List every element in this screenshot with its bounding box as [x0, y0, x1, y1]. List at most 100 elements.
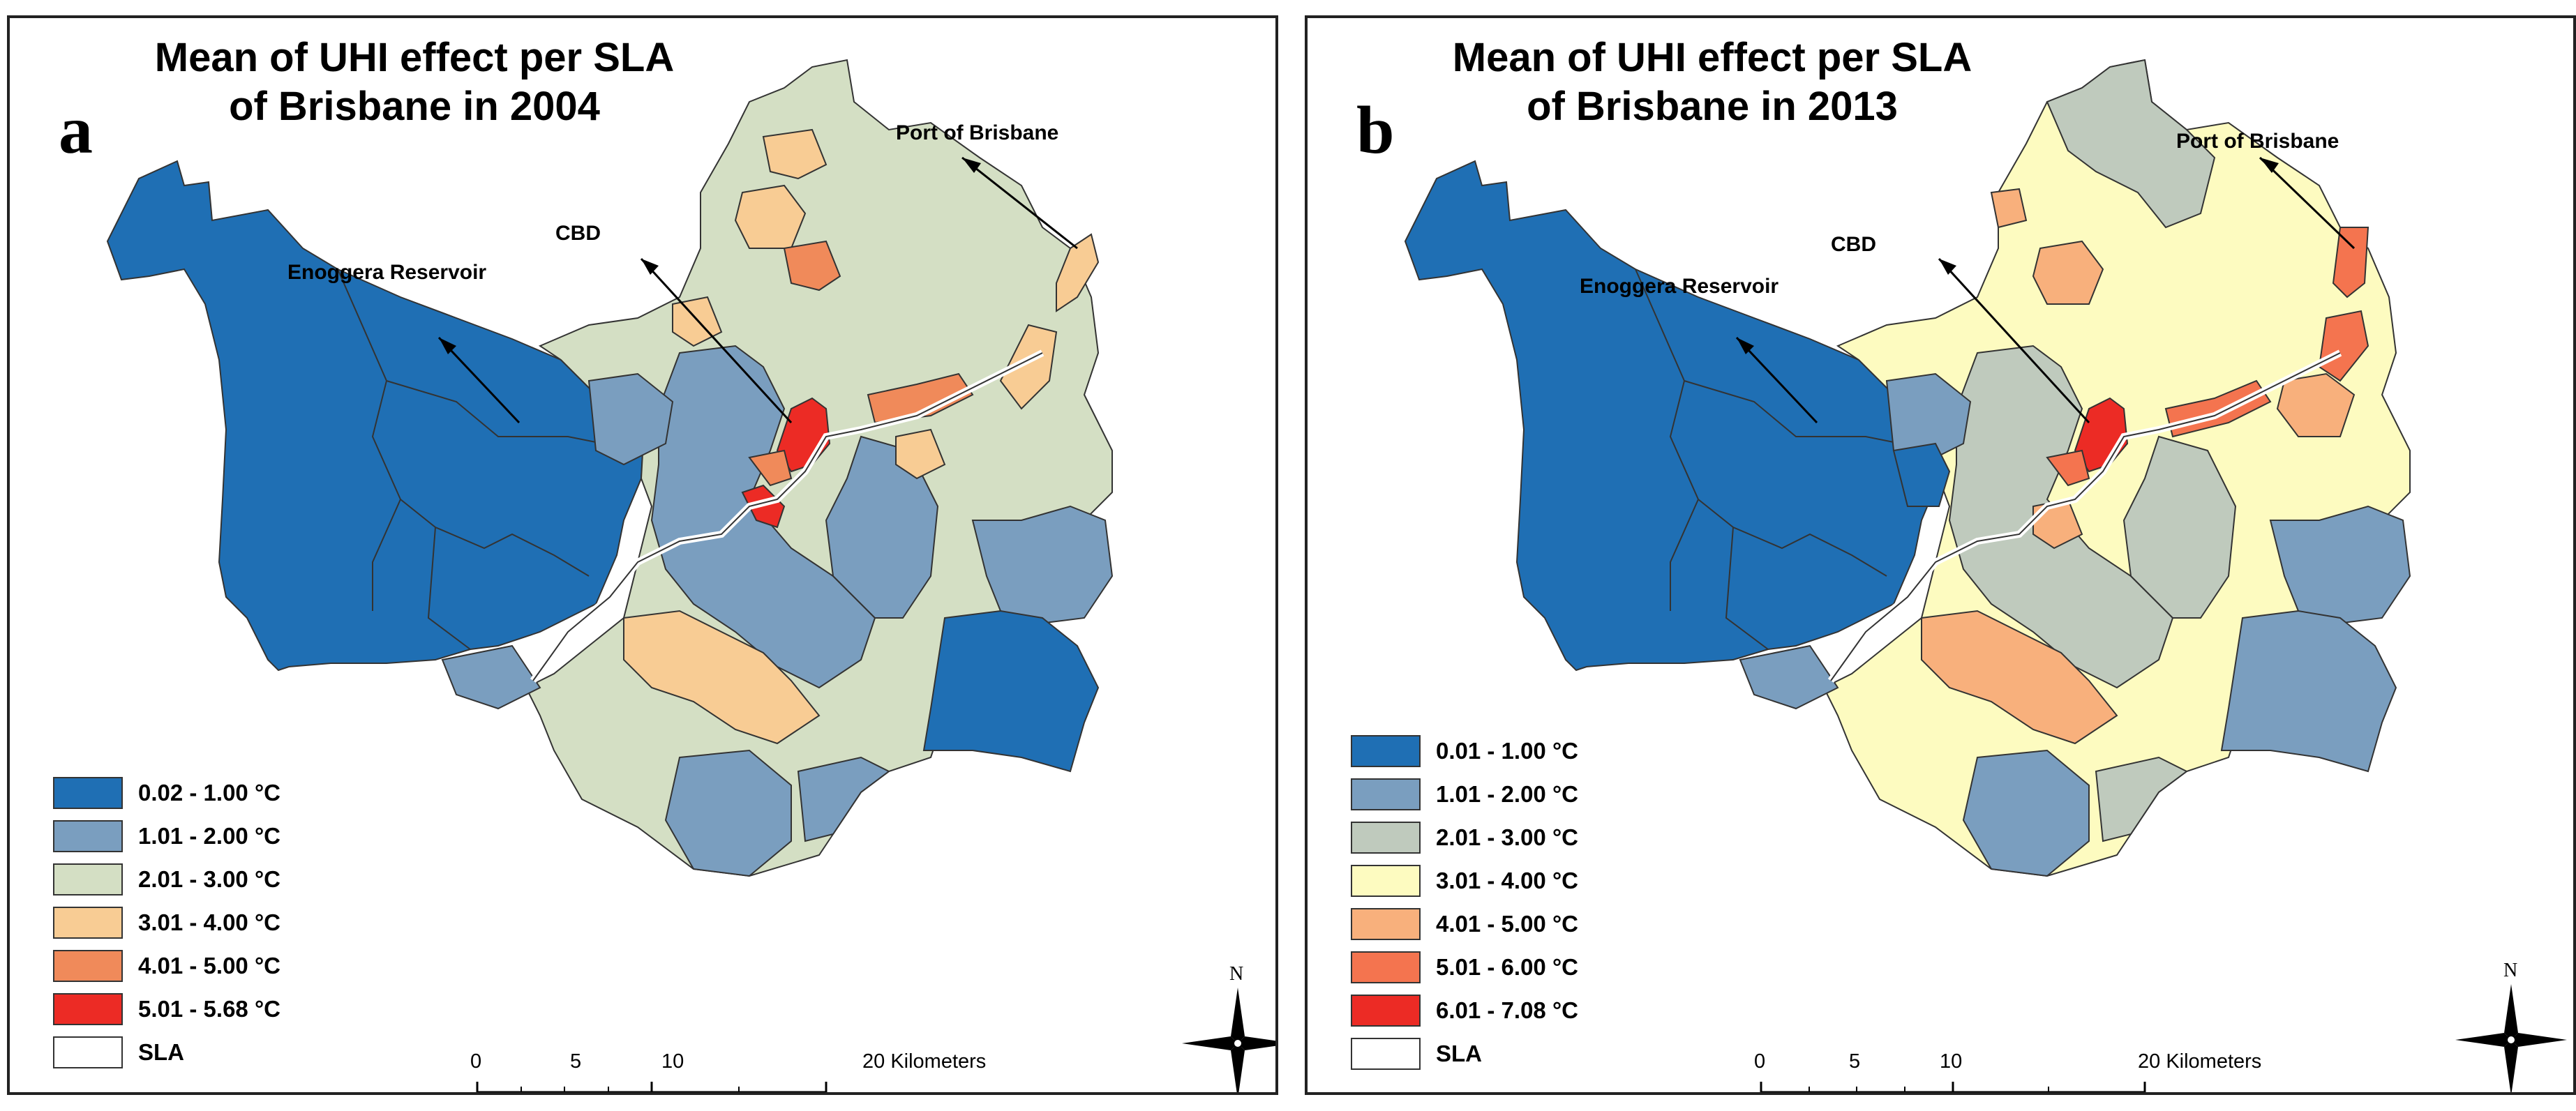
brisbane-river-outline: [532, 352, 1043, 681]
legend-label: 1.01 - 2.00 °C: [1436, 781, 1578, 807]
sla-south-grey-2: [2095, 756, 2188, 842]
panel-title-b: Mean of UHI effect per SLA of Brisbane i…: [1398, 33, 2026, 131]
legend-swatch: [1351, 778, 1421, 810]
legend-label: 0.01 - 1.00 °C: [1436, 738, 1578, 764]
arrowhead-port: [2260, 158, 2279, 173]
legend-item: 5.01 - 6.00 °C: [1351, 946, 1578, 989]
legend-item: 0.01 - 1.00 °C: [1351, 730, 1578, 773]
legend-item: 0.02 - 1.00 °C: [53, 771, 280, 815]
sla-north-grey: [2046, 59, 2216, 229]
sla-cbd-dark-orange: [2046, 449, 2090, 487]
sla-east-dark-orange: [2318, 310, 2369, 382]
legend-label: 3.01 - 4.00 °C: [1436, 868, 1578, 893]
sla-east-blue: [825, 435, 939, 619]
legend-item: SLA: [53, 1031, 280, 1074]
legend-label: 0.02 - 1.00 °C: [138, 780, 280, 806]
legend-label: 4.01 - 5.00 °C: [1436, 911, 1578, 937]
annotation-enoggera-a: Enoggera Reservoir: [287, 261, 487, 284]
scale-tick-20-a: 20 Kilometers: [862, 1050, 987, 1073]
sla-west-blue: [1404, 160, 1944, 672]
annotation-port-b: Port of Brisbane: [2176, 130, 2339, 153]
sla-south-blue-1: [1962, 749, 2090, 877]
arrow-enoggera: [1735, 336, 1818, 424]
sla-east-orange: [2276, 372, 2356, 437]
scale-bar-a: [476, 1082, 828, 1092]
panel-letter-b: b: [1356, 93, 1395, 168]
legend-label: 2.01 - 3.00 °C: [1436, 824, 1578, 850]
legend-item: SLA: [1351, 1032, 1578, 1075]
sla-west-boundaries: [1635, 269, 1936, 650]
sla-west-blue: [106, 160, 646, 672]
arrowhead-port: [962, 158, 981, 173]
legend-swatch: [53, 820, 123, 852]
annotation-enoggera-b: Enoggera Reservoir: [1580, 275, 1779, 298]
arrowhead-enoggera: [1737, 338, 1754, 354]
legend-label: 5.01 - 5.68 °C: [138, 996, 280, 1022]
legend-b: 0.01 - 1.00 °C 1.01 - 2.00 °C 2.01 - 3.0…: [1351, 730, 1578, 1075]
title-line2-b: of Brisbane in 2013: [1527, 84, 1898, 129]
legend-label: 4.01 - 5.00 °C: [138, 953, 280, 978]
legend-item: 1.01 - 2.00 °C: [53, 815, 280, 858]
annotation-cbd-b: CBD: [1831, 233, 1876, 256]
legend-swatch: [1351, 735, 1421, 767]
sla-north-orange-2: [762, 128, 828, 180]
legend-a: 0.02 - 1.00 °C 1.01 - 2.00 °C 2.01 - 3.0…: [53, 771, 280, 1074]
north-label-b: N: [2503, 960, 2518, 981]
legend-item: 6.01 - 7.08 °C: [1351, 989, 1578, 1032]
north-label-a: N: [1229, 963, 1244, 985]
scale-tick-5-b: 5: [1849, 1050, 1861, 1073]
scale-tick-0-a: 0: [470, 1050, 482, 1073]
sla-far-east-blue: [971, 505, 1114, 626]
annotation-port-a: Port of Brisbane: [896, 121, 1059, 144]
map-canvas-b: [1404, 59, 2567, 1092]
sla-sw-grey: [1739, 644, 1839, 710]
legend-label: 6.01 - 7.08 °C: [1436, 997, 1578, 1023]
map-panel-b: b Mean of UHI effect per SLA of Brisbane…: [1305, 15, 2576, 1095]
arrow-port: [961, 156, 1078, 250]
legend-label: 1.01 - 2.00 °C: [138, 823, 280, 849]
annotation-cbd-a: CBD: [555, 222, 601, 245]
arrow-port: [2259, 156, 2356, 250]
arrowhead-cbd: [641, 259, 659, 275]
legend-swatch: [53, 777, 123, 809]
sla-cbd-orange: [748, 449, 793, 487]
legend-swatch: [1351, 1038, 1421, 1070]
legend-swatch: [53, 1036, 123, 1068]
scale-tick-20-b: 20 Kilometers: [2138, 1050, 2262, 1073]
sla-north-orange-1: [2032, 240, 2104, 305]
legend-swatch: [1351, 865, 1421, 897]
title-line2-a: of Brisbane in 2004: [229, 84, 600, 129]
legend-label: SLA: [138, 1039, 184, 1065]
sla-nw-blue: [587, 372, 674, 466]
sla-se-blue: [2220, 610, 2397, 773]
legend-swatch: [53, 863, 123, 895]
sla-south-blue-1: [664, 749, 792, 877]
arrowhead-enoggera: [439, 338, 456, 354]
legend-label: 5.01 - 6.00 °C: [1436, 954, 1578, 980]
sla-north-dark-orange: [783, 240, 841, 292]
legend-item: 2.01 - 3.00 °C: [1351, 816, 1578, 859]
legend-swatch: [1351, 908, 1421, 940]
legend-item: 4.01 - 5.00 °C: [53, 944, 280, 988]
legend-item: 4.01 - 5.00 °C: [1351, 902, 1578, 946]
brisbane-river-outline: [1830, 352, 2341, 681]
map-panel-a: a Mean of UHI effect per SLA of Brisbane…: [7, 15, 1278, 1095]
panel-title-a: Mean of UHI effect per SLA of Brisbane i…: [100, 33, 728, 131]
legend-item: 1.01 - 2.00 °C: [1351, 773, 1578, 816]
sla-mid-orange: [895, 428, 946, 480]
sla-south-orange: [1921, 610, 2118, 745]
arrow-cbd: [640, 257, 793, 424]
sla-port-orange: [1056, 233, 1100, 312]
sla-south-orange: [623, 610, 821, 745]
legend-item: 2.01 - 3.00 °C: [53, 858, 280, 901]
sla-west-boundaries: [337, 269, 638, 650]
sla-west-mid-blue: [1892, 442, 1951, 507]
legend-swatch: [1351, 951, 1421, 983]
legend-swatch: [53, 907, 123, 939]
legend-item: 3.01 - 4.00 °C: [1351, 859, 1578, 902]
legend-item: 5.01 - 5.68 °C: [53, 988, 280, 1031]
sla-east-grey: [2122, 435, 2237, 619]
scale-tick-10-a: 10: [661, 1050, 684, 1073]
panel-letter-a: a: [59, 93, 93, 168]
legend-swatch: [1351, 995, 1421, 1027]
